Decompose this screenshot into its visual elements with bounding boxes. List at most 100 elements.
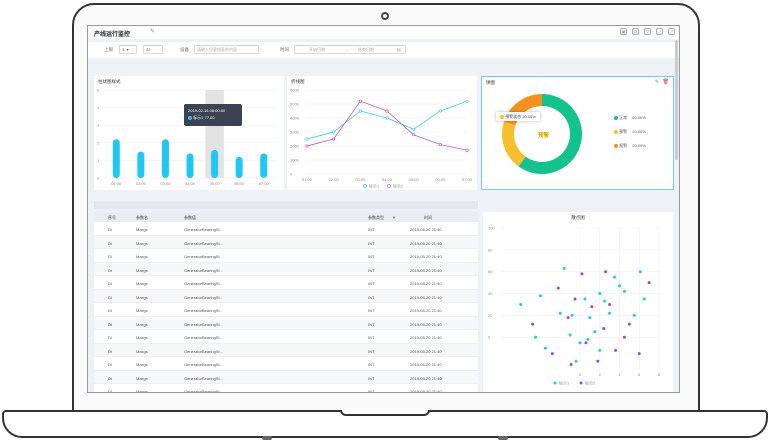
table-cell: GeneratorBearingSt... — [184, 294, 223, 300]
share-icon[interactable]: ↗ — [656, 28, 663, 35]
table-cell: INT — [368, 389, 375, 392]
table-row[interactable]: DI Maxgs GeneratorBearingSt... INT 2019-05-2… — [94, 276, 478, 290]
table-row[interactable]: DI Maxgs GeneratorBearingSt... INT 2019-05-2… — [94, 262, 478, 276]
legend-item[interactable]: 报警 20.00% — [614, 143, 646, 149]
tooltip-series-dot — [188, 115, 192, 120]
table-row[interactable]: DI Maxgs GeneratorBearingSt... INT 2019-05-2… — [94, 330, 478, 344]
table-cell: INT — [368, 240, 375, 246]
table-cell: 2019-05-20 21:40 — [410, 321, 442, 327]
pie-tooltip-text: 预警状态 20.00% — [505, 114, 536, 119]
line-label: 上限 — [104, 47, 113, 52]
table-cell: INT — [368, 362, 375, 367]
x-tick-label: 02:00 — [136, 181, 147, 186]
table-cell: GeneratorBearingSt... — [184, 321, 223, 327]
legend-item[interactable]: 正常 60.00% — [614, 115, 646, 121]
y-tick-label: 4000 — [290, 116, 300, 121]
calendar-icon[interactable]: ▤ — [397, 47, 401, 52]
bar — [260, 153, 268, 178]
legend-dot — [614, 129, 618, 134]
legend-item[interactable]: 预警 20.00% — [614, 129, 646, 135]
col-param-name[interactable]: 参数名 — [136, 215, 148, 220]
col-param-value[interactable]: 参数值 — [184, 215, 196, 220]
y-tick-label: 3000 — [290, 130, 300, 135]
y-tick-label: 40 — [488, 291, 493, 296]
scatter-point — [608, 311, 612, 315]
legend-name: 正常 — [619, 115, 628, 120]
y-tick-label: 20 — [488, 313, 493, 318]
bar-chart: 0 1 2 3 4 5 01:00 02:00 03:00 04:00 05:00 06:00 07:0… — [97, 88, 276, 186]
line-chart: 0 1000 2000 3000 4000 5000 6000 01:00 02:00 03:00… — [290, 88, 473, 189]
x-tick-label: 4 — [618, 372, 621, 377]
x-tick-label: 06:00 — [234, 181, 245, 186]
table-cell: Maxgs — [136, 254, 148, 259]
page-title: 产线运行监控 — [94, 32, 131, 38]
line-value-input[interactable]: 22 — [143, 45, 163, 54]
edit-icon[interactable]: ✎ — [150, 29, 156, 35]
col-index[interactable]: 序号 — [108, 215, 116, 220]
scatter-point — [598, 348, 602, 352]
line-chart-title: 折线图 — [291, 79, 305, 84]
device-label: 设备 — [180, 47, 189, 52]
date-range-input[interactable]: 开始日期 — 结束日期 ▤ — [294, 45, 406, 54]
table-row[interactable]: DI Maxgs GeneratorBearingSt... INT 2019-05-2… — [94, 289, 478, 303]
table-cell: DI — [108, 348, 112, 354]
vertical-scrollbar[interactable] — [675, 40, 678, 160]
settings-icon[interactable]: ⚙ — [632, 28, 639, 35]
table-row[interactable]: DI Maxgs GeneratorBearingSt... INT 2019-05-2… — [94, 370, 478, 384]
table-row[interactable]: DI Maxgs GeneratorBearingSt... INT 2019-05-2… — [94, 343, 478, 357]
col-time[interactable]: 时间 — [424, 215, 432, 220]
line-select[interactable]: 3- ▾ — [119, 45, 137, 54]
table-row[interactable]: DI Maxgs GeneratorBearingSt... INT 2019-05-2… — [94, 357, 478, 371]
scatter-point — [598, 292, 602, 296]
bar-tooltip: 2019-02-16 08:00:00 标示1 77.00 — [184, 104, 242, 126]
x-tick-label: 07:00 — [462, 177, 473, 182]
pie-chart-card[interactable]: 饼图 ✎ 🗑 预警状态 20.00% 预警 正常 60.00% 预警 20.00… — [481, 76, 674, 190]
table-row[interactable]: DI Maxgs GeneratorBearingSt... INT 2019-05-2… — [94, 249, 478, 263]
y-tick-label: 100 — [488, 226, 495, 231]
scatter-point — [593, 330, 597, 334]
scatter-point — [566, 316, 570, 320]
series-point — [465, 99, 469, 103]
x-tick-label: 03:00 — [355, 177, 366, 182]
filter-icon[interactable]: ▽ — [644, 28, 651, 35]
x-tick-label: 07:00 — [259, 181, 270, 186]
legend-marker — [579, 381, 583, 385]
column-filter-icon[interactable]: ▼ — [392, 215, 396, 220]
legend-name: 预警 — [619, 129, 628, 134]
scatter-point — [580, 272, 584, 276]
scatter-chart-title: 散点图 — [571, 215, 585, 220]
scatter-point — [569, 363, 573, 367]
series-point — [305, 137, 309, 141]
save-icon[interactable]: ▣ — [620, 28, 627, 35]
table-row[interactable]: DI Maxgs GeneratorBearingSt... INT 2019-05-2… — [94, 222, 478, 236]
table-cell: DI — [108, 321, 112, 327]
table-cell: DI — [108, 294, 112, 300]
device-search-input[interactable]: 请输入您要搜索的内容 — [194, 45, 259, 54]
table-row[interactable]: DI Maxgs GeneratorBearingSt... INT 2019-05-2… — [94, 303, 478, 317]
bar-chart-title: 柱状图样式 — [98, 79, 121, 84]
table-row[interactable]: DI Maxgs GeneratorBearingSt... INT 2019-05-2… — [94, 316, 478, 330]
fullscreen-icon[interactable]: ⤢ — [668, 28, 675, 35]
x-tick-label: 03:00 — [160, 181, 171, 186]
table-cell: DI — [108, 227, 112, 232]
delete-card-icon[interactable]: 🗑 — [662, 79, 669, 85]
table-toolbar — [94, 201, 478, 209]
scatter-point — [613, 275, 617, 279]
edit-card-icon[interactable]: ✎ — [654, 79, 659, 85]
table-cell: GeneratorBearingSt... — [184, 375, 223, 381]
table-row[interactable]: DI Maxgs GeneratorBearingSt... INT 2019-05-2… — [94, 384, 478, 392]
table-cell: Maxgs — [136, 267, 148, 273]
scatter-point — [550, 352, 554, 356]
y-tick-label: 0 — [290, 172, 293, 177]
laptop-notch — [340, 410, 430, 416]
table-cell: Maxgs — [136, 308, 148, 313]
table-row[interactable]: DI Maxgs GeneratorBearingSt... INT 2019-05-2… — [94, 235, 478, 249]
x-tick-label: 04:00 — [185, 181, 196, 186]
legend-pct: 20.00% — [632, 143, 646, 148]
scatter-point — [604, 270, 608, 274]
col-param-type[interactable]: 参数类型 — [368, 215, 384, 220]
x-tick-label: 02:00 — [329, 177, 340, 182]
series-point — [412, 133, 416, 137]
pie-slice — [518, 94, 582, 174]
legend-name: 报警 — [619, 143, 628, 148]
